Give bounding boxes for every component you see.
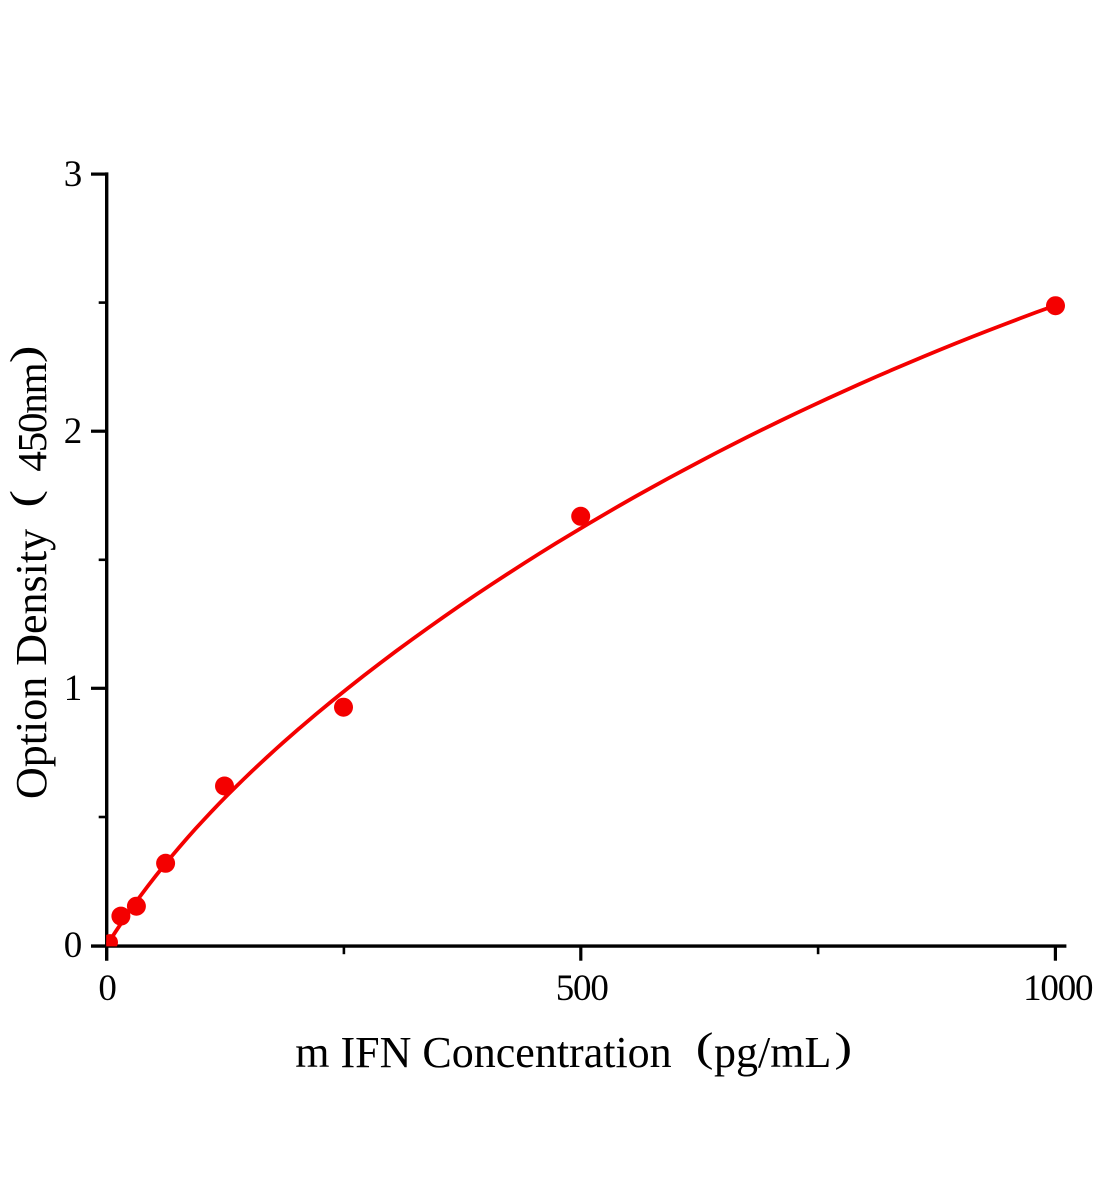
svg-text:): ) [3, 345, 48, 363]
svg-text:2: 2 [64, 411, 81, 452]
svg-text:1: 1 [64, 668, 81, 709]
svg-text:500: 500 [556, 968, 609, 1009]
svg-text:pg/mL: pg/mL [714, 1028, 831, 1077]
svg-text:0: 0 [64, 925, 82, 966]
svg-text:0: 0 [98, 968, 116, 1009]
svg-text:m IFN Concentration: m IFN Concentration [295, 1028, 671, 1077]
svg-text:3: 3 [64, 154, 82, 195]
svg-text:): ) [834, 1026, 852, 1071]
svg-text:(: ( [3, 490, 48, 508]
svg-text:1000: 1000 [1023, 968, 1093, 1009]
svg-text:Option Density450nm: Option Density450nm [7, 362, 56, 799]
svg-text:(: ( [696, 1026, 714, 1071]
